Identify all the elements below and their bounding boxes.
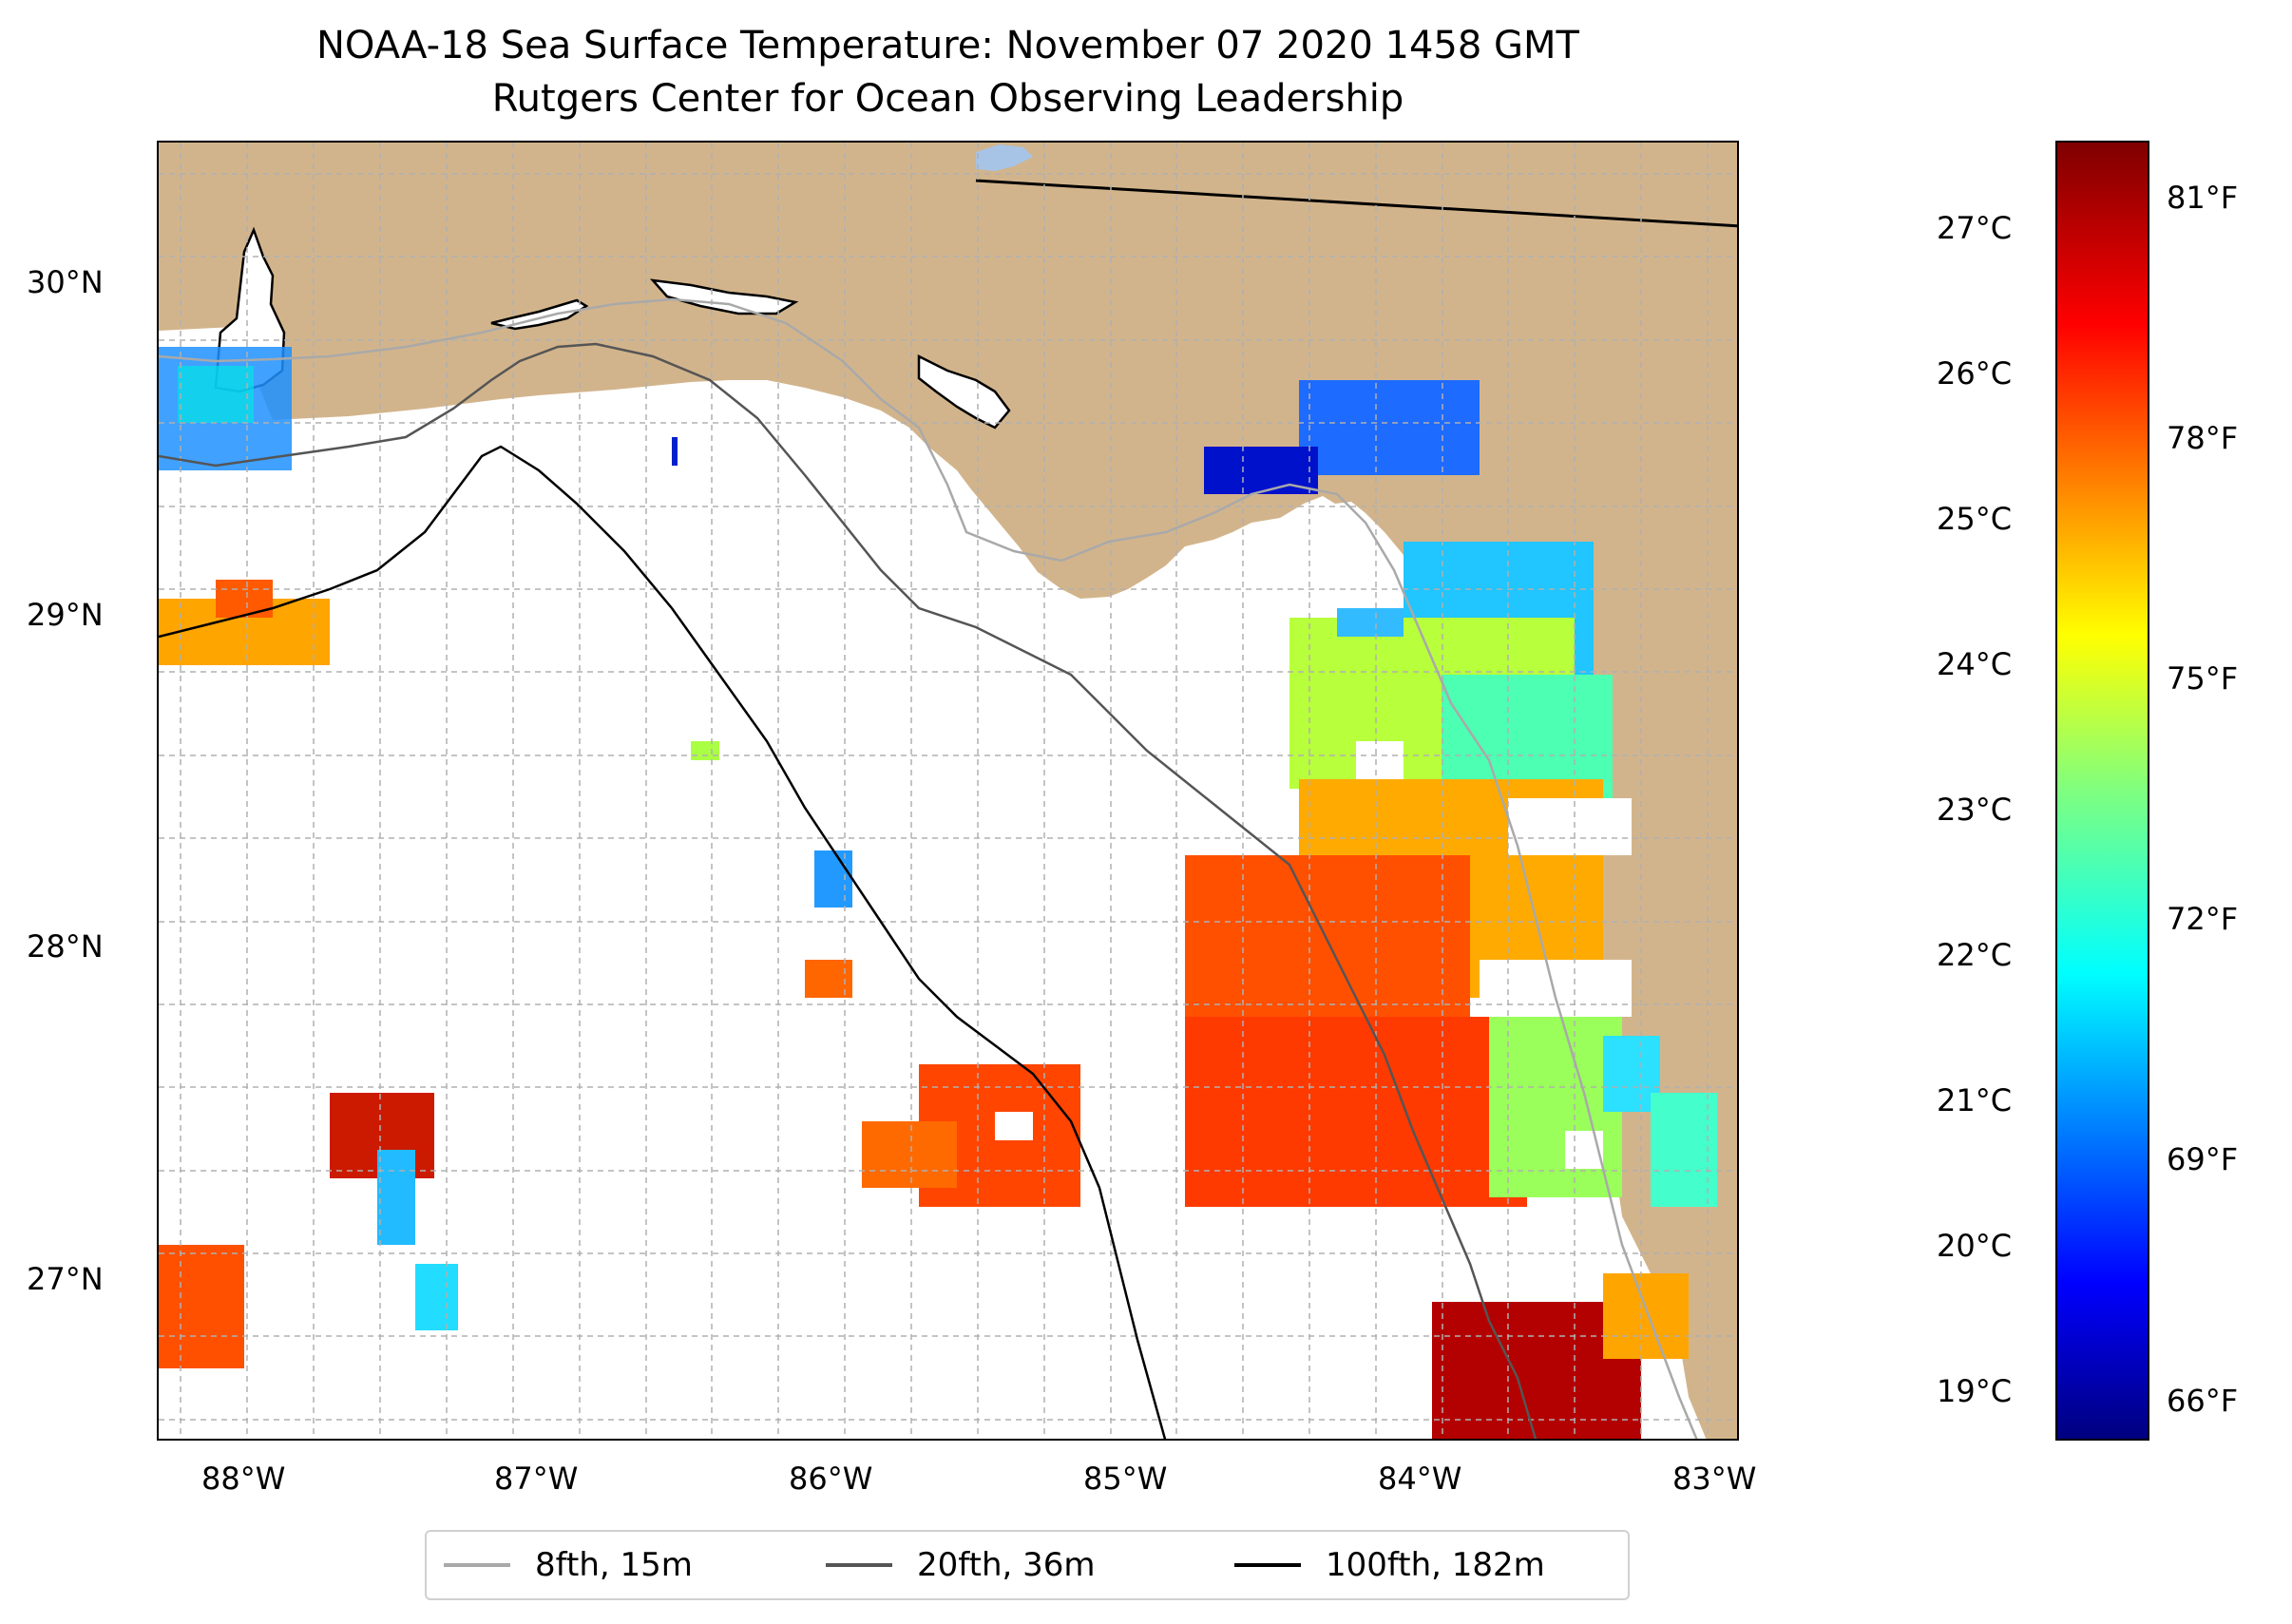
lake-seminole — [976, 144, 1033, 171]
sst-patch — [814, 850, 852, 908]
map-title: NOAA-18 Sea Surface Temperature: Novembe… — [316, 24, 1579, 67]
fahrenheit-tick-label: 69°F — [2167, 1141, 2239, 1177]
legend-swatch — [1234, 1563, 1301, 1567]
sst-patch — [159, 1245, 244, 1368]
sst-patch — [1603, 1273, 1689, 1359]
x-tick-label: 88°W — [201, 1461, 286, 1497]
data-gap — [1508, 798, 1632, 855]
sst-patch — [1337, 608, 1404, 637]
x-tick-label: 83°W — [1672, 1461, 1757, 1497]
x-tick-label: 86°W — [789, 1461, 873, 1497]
sst-map — [159, 143, 1737, 1439]
x-tick-label: 84°W — [1378, 1461, 1462, 1497]
sst-patch — [1299, 380, 1480, 475]
bay-apalachicola — [917, 353, 1011, 430]
sst-patch — [216, 580, 273, 618]
fahrenheit-tick-label: 75°F — [2167, 660, 2239, 697]
isobath-20fth — [159, 342, 1538, 1439]
legend-label: 8fth, 15m — [535, 1546, 693, 1584]
fahrenheit-tick-label: 78°F — [2167, 420, 2239, 456]
isobath-8fth — [159, 297, 1698, 1439]
sst-patch — [415, 1264, 458, 1330]
grid-lines — [159, 143, 1737, 1439]
sst-patch — [1651, 1093, 1717, 1207]
y-tick-label: 30°N — [27, 264, 104, 300]
data-gap — [1356, 741, 1404, 779]
y-tick-label: 29°N — [27, 597, 104, 633]
data-gap — [1480, 960, 1632, 1017]
fahrenheit-tick-label: 72°F — [2167, 901, 2239, 937]
data-gap — [1223, 779, 1261, 808]
sst-patch — [1185, 1017, 1527, 1207]
celsius-tick-label: 23°C — [1937, 792, 2013, 828]
celsius-tick-label: 22°C — [1937, 937, 2013, 973]
legend-entry-100fth: 100fth, 182m — [1234, 1532, 1545, 1598]
legend-label: 100fth, 182m — [1326, 1546, 1545, 1584]
map-subtitle: Rutgers Center for Ocean Observing Leade… — [491, 77, 1404, 121]
legend-label: 20fth, 36m — [917, 1546, 1096, 1584]
celsius-tick-label: 27°C — [1937, 210, 2013, 246]
isobath-legend: 8fth, 15m 20fth, 36m 100fth, 182m — [425, 1530, 1630, 1600]
map-panel — [157, 141, 1739, 1441]
fahrenheit-tick-label: 81°F — [2167, 180, 2239, 216]
y-tick-label: 27°N — [27, 1261, 104, 1297]
sst-patch — [862, 1121, 957, 1188]
x-tick-label: 87°W — [494, 1461, 579, 1497]
x-tick-label: 85°W — [1083, 1461, 1168, 1497]
celsius-tick-label: 21°C — [1937, 1082, 2013, 1118]
georgia-border — [975, 179, 1737, 228]
celsius-tick-label: 26°C — [1937, 355, 2013, 392]
data-gaps — [995, 741, 1632, 1169]
celsius-tick-label: 25°C — [1937, 501, 2013, 537]
sst-patch — [178, 366, 254, 423]
legend-swatch — [444, 1563, 510, 1567]
isobath-100fth — [159, 445, 1167, 1439]
bay-choctawhatchee — [490, 298, 589, 331]
data-gap — [1565, 1131, 1603, 1169]
sst-patch — [377, 1150, 415, 1245]
legend-swatch — [826, 1563, 892, 1567]
y-tick-label: 28°N — [27, 928, 104, 965]
celsius-tick-label: 24°C — [1937, 646, 2013, 682]
sst-patch — [691, 741, 719, 760]
fahrenheit-tick-label: 66°F — [2167, 1383, 2239, 1419]
celsius-tick-label: 20°C — [1937, 1228, 2013, 1264]
celsius-tick-label: 19°C — [1937, 1373, 2013, 1409]
data-gap — [995, 1112, 1033, 1140]
colorbar — [2055, 141, 2149, 1441]
sst-patch — [672, 437, 678, 466]
legend-entry-8fth: 8fth, 15m — [444, 1532, 693, 1598]
legend-entry-20fth: 20fth, 36m — [826, 1532, 1096, 1598]
